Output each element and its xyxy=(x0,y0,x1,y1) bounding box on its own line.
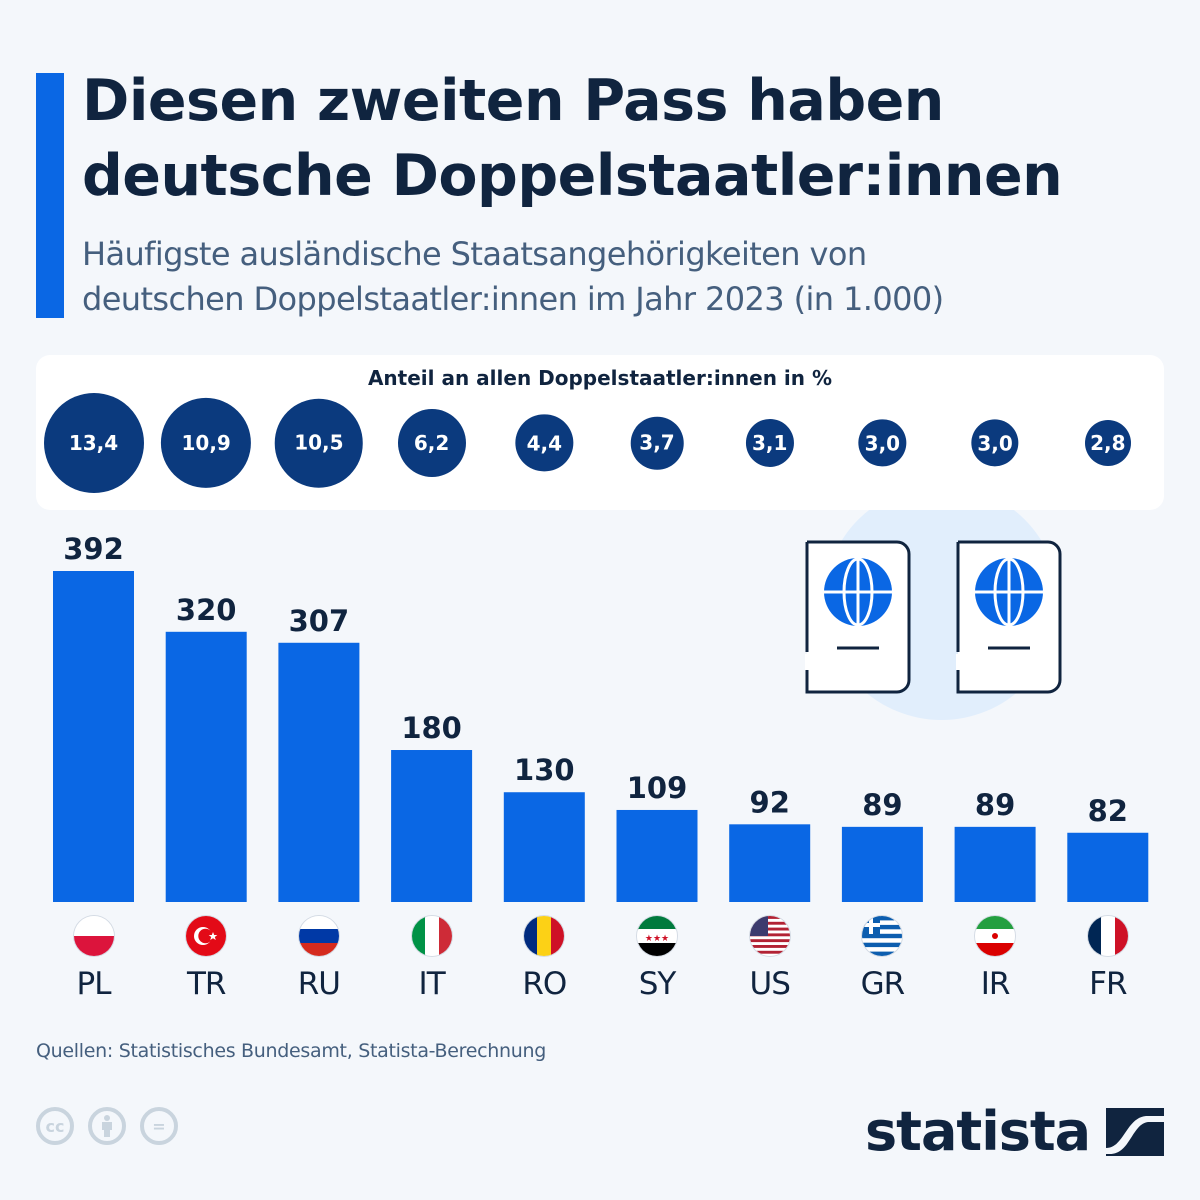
bar-value-label: 109 xyxy=(627,771,688,805)
bar-GR xyxy=(841,826,923,902)
bar-value-label: 130 xyxy=(514,753,575,787)
cc-icon-text: cc xyxy=(45,1116,65,1136)
page-subtitle: Häufigste ausländische Staatsangehörigke… xyxy=(82,232,1182,322)
russia-flag-icon xyxy=(298,916,339,956)
share-bubble: 3,0 xyxy=(858,419,907,467)
bar-IT xyxy=(391,750,473,902)
nd-icon-text: = xyxy=(152,1116,166,1136)
bar-value-label: 320 xyxy=(176,593,237,627)
bar-FR xyxy=(1067,832,1149,902)
category-label: TR xyxy=(186,966,226,1002)
share-bubble: 3,1 xyxy=(745,418,794,468)
passport-icon xyxy=(956,540,1062,694)
iran-flag-icon xyxy=(975,916,1016,956)
usa-flag-icon xyxy=(749,916,790,956)
turkey-flag-icon xyxy=(186,916,227,956)
bar-RU xyxy=(278,642,360,902)
bar-value-label: 392 xyxy=(63,532,124,566)
bar-US xyxy=(729,824,811,902)
romania-flag-icon xyxy=(524,916,565,956)
category-label: IT xyxy=(418,966,446,1002)
share-bubble: 3,0 xyxy=(971,419,1019,467)
category-label: FR xyxy=(1089,966,1127,1002)
by-icon[interactable] xyxy=(88,1107,126,1145)
bar-SY xyxy=(616,809,698,902)
share-panel: Anteil an allen Doppelstaatler:innen in … xyxy=(36,355,1164,510)
accent-bar xyxy=(36,73,64,318)
bar-value-label: 307 xyxy=(289,604,350,638)
share-bubble: 3,7 xyxy=(630,416,684,470)
page-title: Diesen zweiten Pass haben deutsche Doppe… xyxy=(82,64,1182,214)
bar-PL xyxy=(53,571,134,902)
italy-flag-icon xyxy=(411,916,452,956)
bar-value-label: 82 xyxy=(1088,794,1128,828)
subtitle-line-1: Häufigste ausländische Staatsangehörigke… xyxy=(82,235,867,273)
bar-value-label: 92 xyxy=(750,785,790,819)
statista-logo[interactable]: statista xyxy=(865,1100,1165,1163)
category-label: IR xyxy=(980,966,1011,1002)
statista-mark-icon xyxy=(1106,1108,1165,1156)
passport-icon xyxy=(805,540,911,694)
category-label: GR xyxy=(860,966,906,1002)
share-panel-title: Anteil an allen Doppelstaatler:innen in … xyxy=(367,366,833,390)
source-note: Quellen: Statistisches Bundesamt, Statis… xyxy=(36,1040,547,1062)
syria-flag-icon: ★★★ xyxy=(637,916,677,956)
person-icon xyxy=(102,1115,112,1137)
bar-TR xyxy=(165,631,247,902)
share-bubble: 10,5 xyxy=(274,398,364,488)
france-flag-icon xyxy=(1087,916,1128,956)
bar-value-label: 180 xyxy=(401,711,462,745)
share-bubble: 10,9 xyxy=(161,397,252,489)
title-line-1: Diesen zweiten Pass haben xyxy=(82,68,944,134)
category-label: RU xyxy=(297,966,341,1002)
license-icons: cc = xyxy=(36,1107,178,1145)
title-line-2: deutsche Doppelstaatler:innen xyxy=(82,143,1063,209)
category-label: PL xyxy=(76,966,112,1002)
share-bubble: 4,4 xyxy=(515,414,573,472)
poland-flag-icon xyxy=(73,916,114,956)
share-bubble: 6,2 xyxy=(397,408,466,478)
bar-value-label: 89 xyxy=(975,788,1015,822)
share-bubble: 2,8 xyxy=(1084,420,1131,466)
share-bubble: 13,4 xyxy=(43,393,144,493)
logo-text: statista xyxy=(865,1100,1091,1163)
greece-flag-icon xyxy=(862,916,903,956)
category-label: SY xyxy=(638,966,677,1002)
cc-icon[interactable]: cc xyxy=(36,1107,74,1145)
bar-value-label: 89 xyxy=(862,788,902,822)
nd-icon[interactable]: = xyxy=(140,1107,178,1145)
subtitle-line-2: deutschen Doppelstaatler:innen im Jahr 2… xyxy=(82,280,944,318)
bar-RO xyxy=(503,792,585,902)
bar-IR xyxy=(954,826,1036,902)
svg-text:★★★: ★★★ xyxy=(645,934,669,944)
category-label: US xyxy=(749,966,791,1002)
category-label: RO xyxy=(522,966,567,1002)
